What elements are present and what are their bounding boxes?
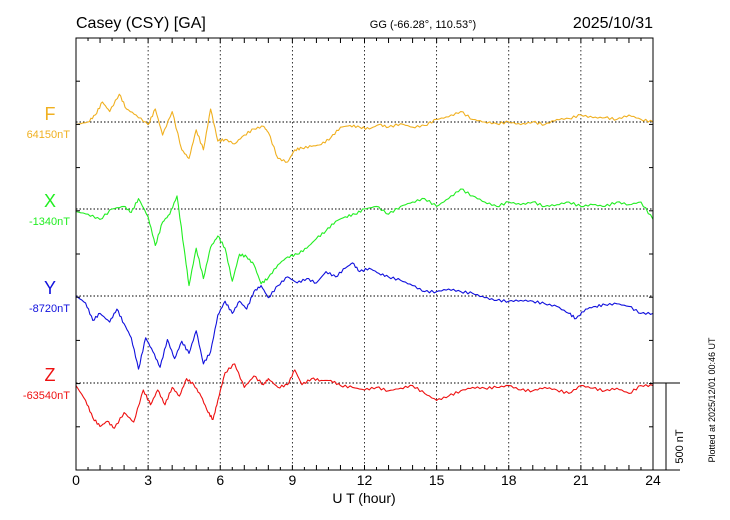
series-name-f: F	[45, 104, 56, 124]
x-tick-label: 0	[72, 472, 80, 488]
series-labels: F 64150nT X -1340nT Y -8720nT Z -63540nT	[23, 104, 70, 402]
series-name-z: Z	[45, 365, 56, 385]
series-line-f	[75, 93, 654, 163]
coordinates-label: GG (-66.28°, 110.53°)	[370, 19, 476, 31]
series-baseline-z: -63540nT	[23, 390, 70, 402]
series-baseline-f: 64150nT	[27, 129, 71, 141]
x-ticks: 0 3 6 9 12 15 18 21 24	[72, 38, 661, 488]
x-tick-label: 18	[501, 472, 517, 488]
series-line-y	[75, 262, 654, 370]
series-name-x: X	[44, 191, 56, 211]
x-tick-label: 9	[288, 472, 296, 488]
series-line-z	[75, 363, 654, 429]
plot-frame	[75, 37, 654, 471]
baselines	[76, 121, 653, 384]
x-tick-label: 21	[573, 472, 589, 488]
x-tick-label: 24	[645, 472, 661, 488]
series-baseline-x: -1340nT	[29, 216, 70, 228]
scale-label: 500 nT	[674, 429, 686, 464]
grid	[147, 38, 582, 470]
x-tick-label: 15	[429, 472, 445, 488]
series-name-y: Y	[44, 278, 56, 298]
x-axis-label: U T (hour)	[332, 490, 395, 506]
x-tick-label: 3	[144, 472, 152, 488]
date-label: 2025/10/31	[573, 15, 653, 32]
plotted-timestamp: Plotted at 2025/12/01 00:46 UT	[707, 337, 717, 463]
scale-bar: 500 nT	[653, 382, 686, 471]
x-tick-label: 12	[357, 472, 373, 488]
series-lines	[75, 93, 654, 429]
station-title: Casey (CSY) [GA]	[76, 15, 206, 32]
series-line-x	[75, 188, 654, 287]
x-tick-label: 6	[216, 472, 224, 488]
series-baseline-y: -8720nT	[29, 303, 70, 315]
